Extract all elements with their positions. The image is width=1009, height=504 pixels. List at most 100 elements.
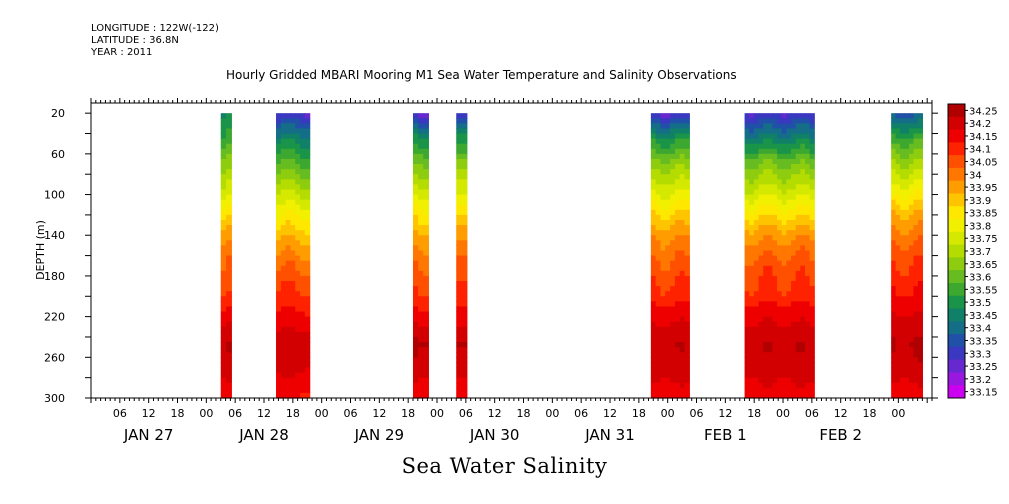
- salinity-cell: [891, 347, 897, 353]
- salinity-cell: [300, 306, 306, 313]
- salinity-cell: [665, 153, 671, 160]
- salinity-cell: [795, 174, 801, 180]
- salinity-cell: [781, 225, 787, 231]
- salinity-cell: [655, 260, 662, 267]
- salinity-cell: [226, 153, 232, 160]
- salinity-cell: [650, 275, 657, 282]
- colorbar-swatch: [948, 167, 965, 182]
- salinity-cell: [285, 179, 292, 185]
- salinity-cell: [804, 164, 811, 170]
- salinity-cell: [786, 367, 792, 374]
- salinity-cell: [670, 245, 676, 252]
- salinity-cell: [412, 158, 419, 165]
- salinity-cell: [304, 245, 311, 252]
- salinity-cell: [753, 377, 760, 384]
- salinity-cell: [895, 352, 901, 358]
- salinity-cell: [913, 169, 919, 175]
- salinity-cell: [786, 199, 792, 206]
- salinity-cell: [304, 260, 311, 267]
- salinity-cell: [655, 296, 662, 302]
- salinity-cell: [777, 189, 783, 196]
- salinity-cell: [777, 352, 783, 358]
- salinity-cell: [418, 204, 424, 211]
- salinity-cell: [665, 158, 671, 165]
- salinity-cell: [913, 255, 919, 262]
- salinity-cell: [917, 240, 923, 247]
- salinity-cell: [777, 326, 783, 333]
- salinity-cell: [791, 367, 797, 374]
- y-axis-label: DEPTH (m): [34, 220, 47, 280]
- salinity-cell: [285, 164, 292, 170]
- salinity-cell: [276, 281, 282, 287]
- y-tick-label: 140: [44, 229, 65, 242]
- salinity-cell: [285, 245, 292, 252]
- salinity-cell: [753, 148, 760, 155]
- salinity-cell: [895, 143, 901, 150]
- salinity-cell: [220, 352, 227, 358]
- salinity-cell: [285, 240, 292, 247]
- salinity-cell: [891, 367, 897, 374]
- salinity-cell: [772, 169, 778, 175]
- salinity-cell: [791, 245, 797, 252]
- salinity-cell: [744, 179, 750, 185]
- salinity-cell: [290, 392, 296, 399]
- salinity-cell: [660, 174, 666, 180]
- salinity-cell: [304, 118, 311, 124]
- salinity-cell: [655, 240, 662, 247]
- salinity-cell: [418, 311, 424, 318]
- salinity-cell: [913, 326, 919, 333]
- salinity-cell: [758, 164, 764, 170]
- salinity-cell: [758, 301, 764, 308]
- salinity-cell: [777, 169, 783, 175]
- salinity-cell: [679, 362, 686, 369]
- salinity-cell: [753, 184, 760, 191]
- salinity-cell: [791, 143, 797, 150]
- salinity-cell: [777, 204, 783, 211]
- salinity-cell: [904, 342, 910, 348]
- salinity-cell: [772, 143, 778, 150]
- salinity-cell: [767, 326, 774, 333]
- salinity-cell: [891, 219, 897, 226]
- salinity-cell: [777, 296, 783, 302]
- salinity-cell: [767, 189, 774, 196]
- salinity-cell: [684, 204, 690, 211]
- salinity-cell: [753, 387, 760, 394]
- salinity-cell: [423, 347, 429, 353]
- salinity-cell: [777, 392, 783, 399]
- salinity-cell: [670, 235, 676, 241]
- salinity-cell: [684, 133, 690, 140]
- salinity-cell: [900, 138, 906, 145]
- salinity-cell: [679, 382, 686, 389]
- salinity-cell: [276, 342, 282, 348]
- salinity-cell: [800, 128, 806, 135]
- salinity-cell: [280, 128, 287, 135]
- salinity-cell: [423, 153, 429, 160]
- salinity-cell: [781, 367, 787, 374]
- salinity-cell: [220, 230, 227, 236]
- salinity-cell: [753, 219, 760, 226]
- salinity-cell: [772, 113, 778, 119]
- salinity-cell: [684, 336, 690, 343]
- salinity-cell: [800, 245, 806, 252]
- salinity-cell: [791, 387, 797, 394]
- salinity-cell: [670, 204, 676, 211]
- salinity-cell: [791, 321, 797, 328]
- salinity-cell: [423, 367, 429, 374]
- salinity-cell: [679, 342, 686, 348]
- salinity-cell: [900, 153, 906, 160]
- salinity-cell: [280, 255, 287, 262]
- salinity-cell: [300, 291, 306, 297]
- salinity-cell: [650, 352, 657, 358]
- salinity-cell: [891, 270, 897, 277]
- salinity-cell: [749, 336, 755, 343]
- salinity-cell: [804, 158, 811, 165]
- salinity-cell: [777, 153, 783, 160]
- salinity-cell: [767, 311, 774, 318]
- salinity-cell: [767, 240, 774, 247]
- salinity-cell: [786, 321, 792, 328]
- salinity-cell: [290, 372, 296, 379]
- salinity-cell: [295, 118, 301, 124]
- salinity-cell: [418, 179, 424, 185]
- salinity-cell: [795, 342, 801, 348]
